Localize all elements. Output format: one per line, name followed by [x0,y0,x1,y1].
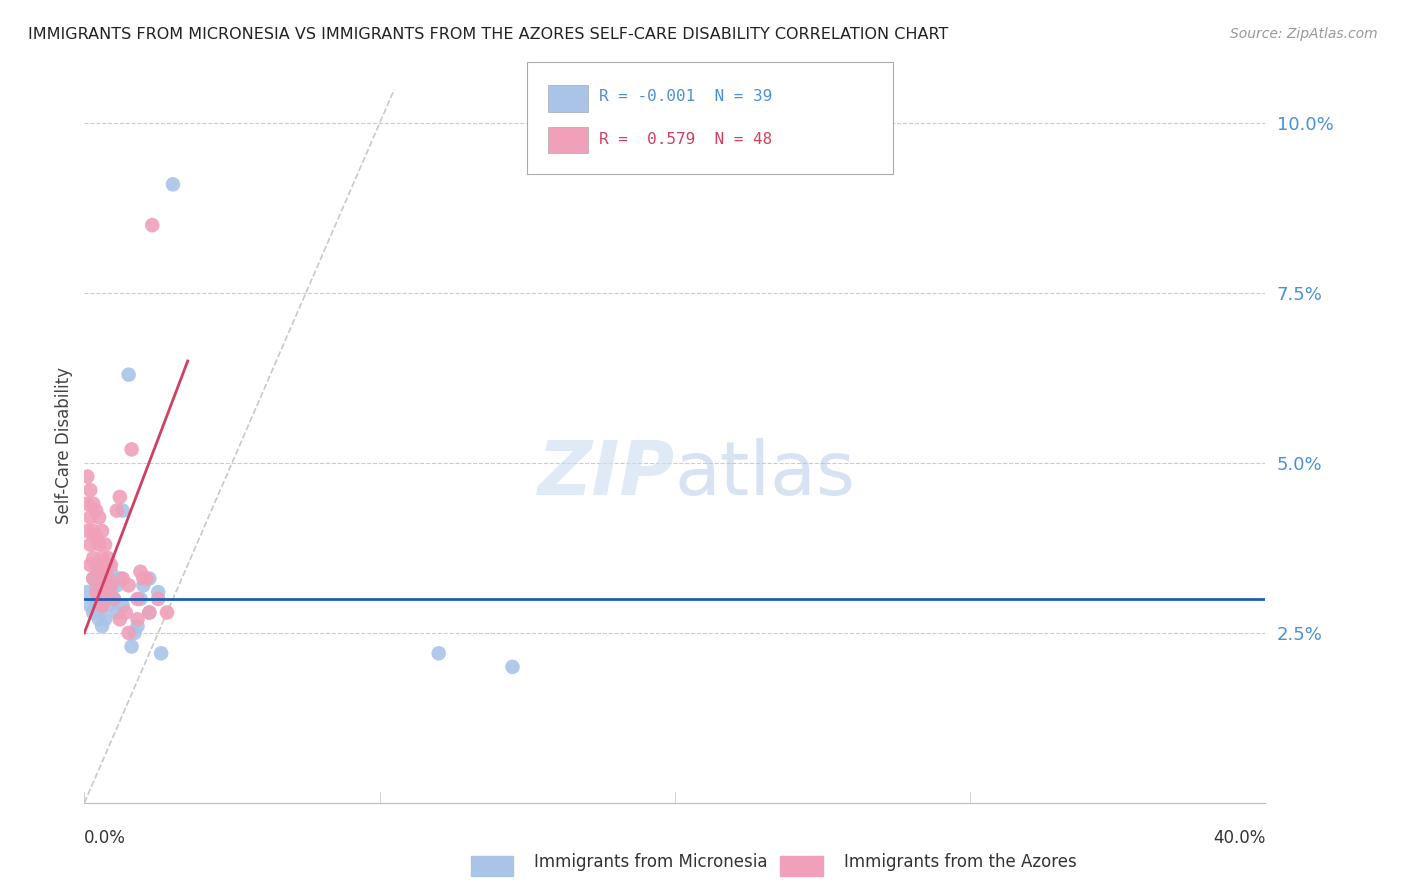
Point [84,578,107,592]
Text: 40.0%: 40.0% [1213,829,1265,847]
Point [111,572,134,586]
Point [97,551,120,566]
Point [501,660,523,674]
Point [114,606,136,620]
Point [100,585,122,599]
Point [111,599,134,613]
Point [118,578,141,592]
Point [141,218,163,232]
Point [84,531,107,545]
Point [129,591,152,606]
Text: Immigrants from the Azores: Immigrants from the Azores [844,853,1077,871]
Text: Immigrants from Micronesia: Immigrants from Micronesia [534,853,768,871]
Y-axis label: Self-Care Disability: Self-Care Disability [55,368,73,524]
Text: IMMIGRANTS FROM MICRONESIA VS IMMIGRANTS FROM THE AZORES SELF-CARE DISABILITY CO: IMMIGRANTS FROM MICRONESIA VS IMMIGRANTS… [28,27,949,42]
Point [89,565,111,579]
Point [135,572,157,586]
Point [84,558,107,572]
Point [76,497,98,511]
Point [76,469,98,483]
Point [79,510,101,524]
Point [91,619,114,633]
Point [124,626,146,640]
Point [108,612,131,626]
Point [76,524,98,538]
Point [91,599,114,613]
Point [108,490,131,504]
Point [89,510,111,524]
Point [89,591,111,606]
Point [84,503,107,517]
Point [118,626,141,640]
Text: atlas: atlas [675,438,856,511]
Point [138,572,160,586]
Point [103,591,125,606]
Point [94,572,117,586]
Point [94,612,117,626]
Point [82,606,104,620]
Point [148,585,170,599]
Point [91,524,114,538]
Point [94,591,117,606]
Point [150,646,173,660]
Point [89,591,111,606]
Point [82,497,104,511]
Point [111,503,134,517]
Text: 0.0%: 0.0% [84,829,127,847]
Point [127,591,149,606]
Point [118,368,141,382]
Point [132,572,155,586]
Point [427,646,450,660]
Point [94,585,117,599]
Point [82,572,104,586]
Text: ZIP: ZIP [537,438,675,511]
Point [129,565,152,579]
Point [79,483,101,498]
Point [94,537,117,551]
Point [97,558,120,572]
Point [79,558,101,572]
Point [97,572,120,586]
Point [76,585,98,599]
Point [121,640,143,654]
Point [84,585,107,599]
Point [91,551,114,566]
Point [132,578,155,592]
Point [82,572,104,586]
Point [100,578,122,592]
Point [89,565,111,579]
Point [103,591,125,606]
Point [100,558,122,572]
Point [121,442,143,457]
Point [91,578,114,592]
Text: R = -0.001  N = 39: R = -0.001 N = 39 [599,89,772,103]
Point [89,537,111,551]
Point [127,619,149,633]
Point [105,578,128,592]
Point [148,591,170,606]
Point [127,612,149,626]
Point [156,606,179,620]
Point [138,606,160,620]
Point [79,537,101,551]
Point [100,565,122,579]
Point [138,606,160,620]
Point [108,572,131,586]
Point [91,599,114,613]
Point [105,503,128,517]
Point [84,599,107,613]
Text: R =  0.579  N = 48: R = 0.579 N = 48 [599,132,772,146]
Point [89,612,111,626]
Point [162,178,184,192]
Point [82,524,104,538]
Point [97,578,120,592]
Point [105,606,128,620]
Point [91,578,114,592]
Point [82,551,104,566]
Point [97,599,120,613]
Text: Source: ZipAtlas.com: Source: ZipAtlas.com [1230,27,1378,41]
Point [79,599,101,613]
Point [94,565,117,579]
